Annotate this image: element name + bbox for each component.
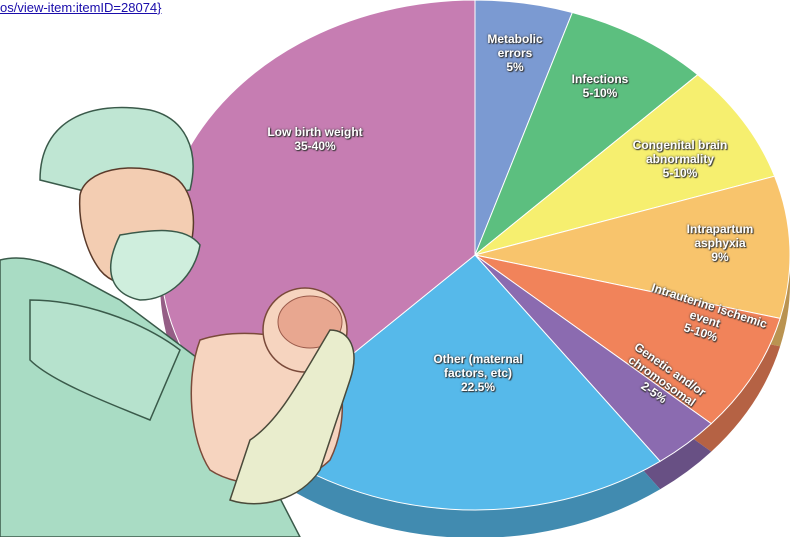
slice-label: Other (maternal factors, etc)22.5% xyxy=(413,352,543,394)
source-link[interactable]: os/view-item:itemID=28074} xyxy=(0,0,162,15)
value-label: 22.5% xyxy=(413,380,543,394)
value-label: 35-40% xyxy=(250,139,380,153)
category-name: Metabolic errors xyxy=(487,32,542,60)
category-name: Low birth weight xyxy=(267,125,362,139)
value-label: 5-10% xyxy=(615,166,745,180)
category-name: Other (maternal factors, etc) xyxy=(433,352,522,380)
value-label: 9% xyxy=(675,250,765,264)
value-label: 5% xyxy=(470,60,560,74)
page: {"source": "os/view-item:itemID=28074}",… xyxy=(0,0,790,537)
chart xyxy=(0,0,790,537)
category-name: Infections xyxy=(572,72,629,86)
value-label: 5-10% xyxy=(555,86,645,100)
category-name: Congenital brain abnormality xyxy=(633,138,728,166)
category-name: Intrapartum asphyxia xyxy=(687,222,754,250)
